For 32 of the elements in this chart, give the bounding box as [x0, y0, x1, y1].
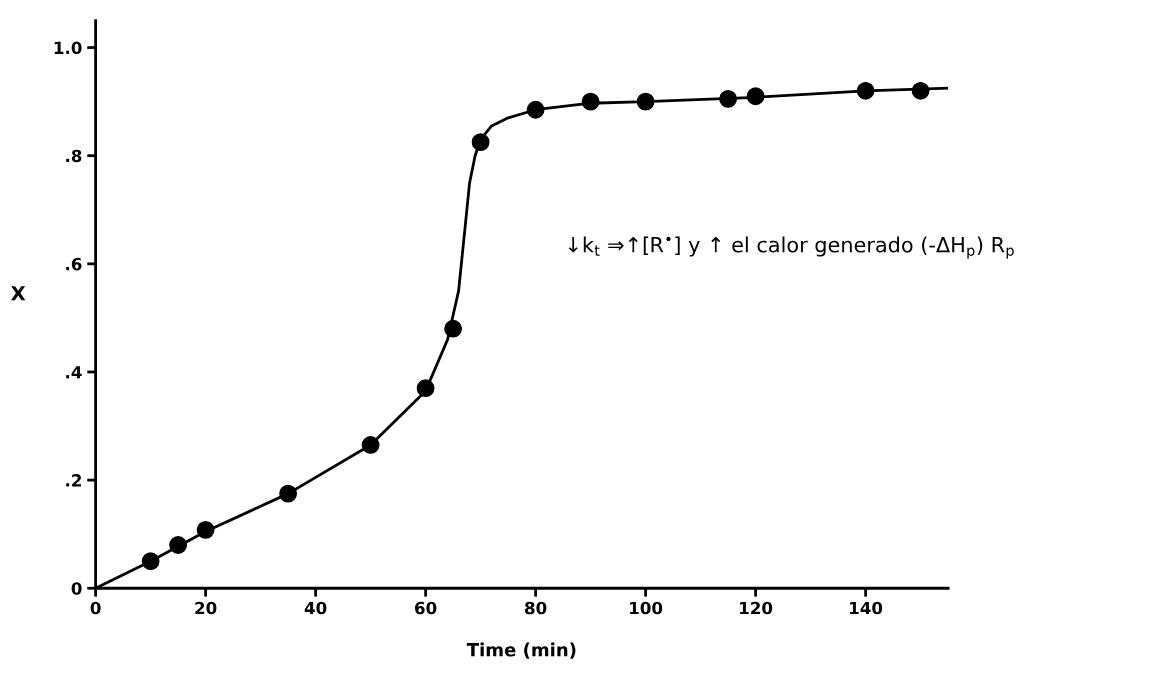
y-tick-label: 1.0	[54, 41, 82, 55]
point	[746, 87, 765, 106]
point	[471, 133, 490, 152]
x-tick-label: 120	[740, 601, 773, 615]
point	[279, 484, 298, 503]
y-tick-label: .6	[66, 257, 82, 271]
point	[141, 552, 160, 571]
point	[416, 379, 435, 398]
x-tick-label: 100	[630, 601, 663, 615]
x-tick-label: 40	[304, 601, 327, 615]
y-tick-label: .2	[66, 474, 81, 487]
y-tick-label: 0	[71, 582, 82, 595]
point	[911, 81, 930, 100]
annotation: ↓k$_{t}$ ⇒↑[R$^{•}$] y ↑ el calor generado (-ΔH$_{p}$) R$_{p}$	[568, 236, 1014, 259]
point	[719, 90, 738, 108]
y-tick-label: .4	[66, 366, 82, 379]
x-tick-label: 0	[90, 601, 101, 615]
point	[636, 92, 655, 111]
point	[444, 319, 463, 338]
x-tick-label: 20	[195, 601, 217, 615]
x-axis-title: Time (min)	[466, 642, 576, 659]
point	[196, 520, 215, 539]
x-tick-label: 60	[415, 601, 437, 615]
point	[856, 81, 875, 100]
point	[581, 92, 600, 111]
point	[526, 100, 545, 119]
point	[169, 536, 188, 554]
y-axis-title: X	[11, 286, 26, 301]
x-tick-label: 80	[525, 601, 547, 615]
y-tick-label: .8	[66, 149, 82, 163]
x-tick-label: 140	[850, 601, 883, 615]
point	[361, 436, 380, 454]
